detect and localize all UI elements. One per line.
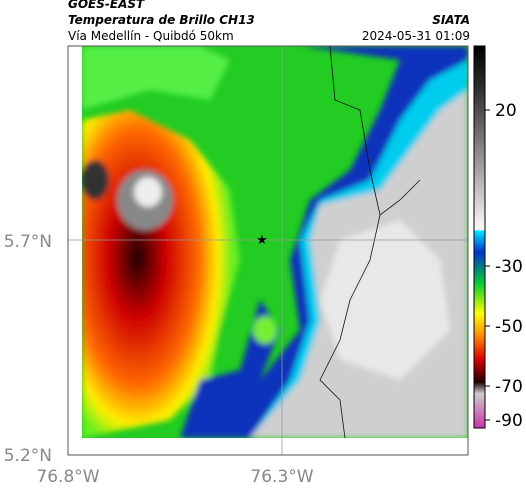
colorbar-tick-label: -70 (495, 377, 523, 397)
svg-text:★: ★ (256, 233, 268, 248)
colorbar (473, 45, 486, 429)
colorbar-tick-label: 20 (495, 101, 517, 121)
colorbar-tick-label: -30 (495, 257, 523, 277)
lon-label: 76.3°W (250, 467, 313, 487)
lat-label: 5.7°N (4, 232, 52, 252)
source: SIATA (432, 13, 470, 27)
colorbar-tick-label: -90 (495, 411, 523, 431)
title: GOES-EAST (68, 0, 145, 11)
datetime: 2024-05-31 01:09 (362, 29, 470, 43)
map: ★ (67, 45, 469, 456)
lon-label: 76.8°W (36, 467, 99, 487)
lat-label: 5.2°N (4, 446, 52, 466)
colorbar-ticks: 20 -30 -50 -70 -90 (485, 101, 523, 431)
subtitle: Temperatura de Brillo CH13 (68, 13, 255, 27)
route: Vía Medellín - Quibdó 50km (68, 29, 234, 43)
colorbar-tick-label: -50 (495, 317, 523, 337)
